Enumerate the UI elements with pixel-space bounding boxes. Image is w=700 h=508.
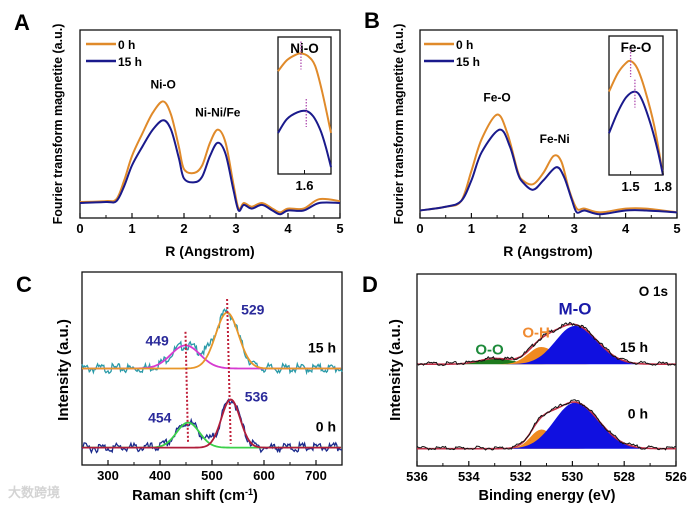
panel-c-ylabel: Intensity (a.u.) bbox=[55, 319, 72, 421]
panel-d-spectrum-label: 0 h bbox=[628, 406, 648, 422]
panel-a-series-0h bbox=[79, 100, 341, 214]
panel-c-spectrum-label: 0 h bbox=[316, 419, 336, 435]
panel-d-component-label: O-H bbox=[522, 324, 550, 341]
panel-c-data-15h bbox=[81, 308, 343, 376]
panel-b-inset-series bbox=[608, 59, 664, 176]
panel-b-inset-frame bbox=[608, 35, 664, 176]
panel-d-spectrum-label: 15 h bbox=[620, 339, 648, 355]
panel-b-inset-tick-label: 1.5 bbox=[622, 179, 640, 194]
panel-c-xlabel-sup: -1 bbox=[245, 487, 253, 497]
panel-d-xlabel: Binding energy (eV) bbox=[479, 488, 616, 504]
panel-d-x-tick-label: 536 bbox=[406, 469, 428, 484]
panel-b-peak-label: Fe-O bbox=[483, 90, 510, 104]
panel-c-x-tick-label: 300 bbox=[97, 468, 119, 483]
panel-a-inset-frame bbox=[277, 36, 332, 175]
panel-a-peak-label: Ni-O bbox=[151, 77, 176, 91]
panel-d-title: O 1s bbox=[639, 284, 668, 299]
panel-c-xlabel-main: Raman shift (cm bbox=[132, 488, 245, 504]
plots: 0 1 2 3 4 5 0 h 15 h Ni-O Ni-Ni/Fe Ni-O 1.6 0 1 2 3 4 5 0 … bbox=[76, 29, 687, 484]
panel-a-peak-label: Ni-Ni/Fe bbox=[195, 105, 241, 119]
panel-a-x-tick-label: 5 bbox=[336, 221, 343, 236]
panel-a-inset-series bbox=[277, 52, 332, 134]
panel-label-a: A bbox=[14, 10, 30, 35]
panel-b-inset-tick-label: 1.8 bbox=[654, 179, 672, 194]
panel-c-fit-peak bbox=[82, 398, 341, 449]
panel-b-x-tick-label: 4 bbox=[622, 221, 630, 236]
panel-b-x-tick-label: 1 bbox=[468, 221, 475, 236]
panel-d-component-o-o bbox=[417, 358, 676, 365]
panel-b-x-tick-label: 2 bbox=[519, 221, 526, 236]
panel-label-c: C bbox=[16, 272, 32, 297]
panel-b-series-15h bbox=[419, 128, 678, 216]
panel-d-x-tick-label: 534 bbox=[458, 469, 480, 484]
panel-c-xlabel-end: ) bbox=[253, 488, 258, 504]
panel-d-x-tick-label: 526 bbox=[665, 469, 687, 484]
panel-c-peak-shift-guide bbox=[184, 331, 190, 444]
panel-b-legend-label: 0 h bbox=[456, 38, 473, 52]
panel-a-series-15h bbox=[79, 119, 341, 216]
panel-b-x-tick-label: 5 bbox=[673, 221, 680, 236]
panel-a-ylabel: Fourier transform magnetite (a.u.) bbox=[51, 24, 65, 225]
panel-b-x-tick-label: 3 bbox=[571, 221, 578, 236]
panel-a-legend-label: 0 h bbox=[118, 38, 135, 52]
panel-a-inset-series bbox=[277, 109, 332, 168]
panel-b-peak-label: Fe-Ni bbox=[540, 132, 570, 146]
panel-c-x-tick-label: 400 bbox=[149, 468, 171, 483]
panel-c-fit-peak bbox=[82, 311, 341, 370]
panel-d-data-0h bbox=[416, 399, 677, 451]
panel-a-x-tick-label: 0 bbox=[76, 221, 83, 236]
panel-c-peak-label: 449 bbox=[145, 332, 169, 348]
panel-a-x-tick-label: 4 bbox=[284, 221, 292, 236]
panel-d-x-tick-label: 528 bbox=[613, 469, 635, 484]
watermark: 大数跨境 bbox=[8, 485, 60, 500]
panel-d-component-label: O-O bbox=[475, 342, 504, 359]
panel-a-xlabel: R (Angstrom) bbox=[165, 243, 254, 259]
panel-d-x-tick-label: 532 bbox=[510, 469, 532, 484]
panel-a-legend-label: 15 h bbox=[118, 55, 142, 69]
panel-a-x-tick-label: 1 bbox=[128, 221, 135, 236]
panel-c-peak-shift-guide bbox=[226, 298, 232, 444]
panel-c-peak-label: 454 bbox=[148, 410, 172, 426]
panel-d-component-label: M-O bbox=[558, 299, 591, 318]
panel-b-inset-title: Fe-O bbox=[621, 40, 652, 55]
panel-c-x-tick-label: 500 bbox=[201, 468, 223, 483]
panel-d-data-15h bbox=[416, 321, 677, 367]
panel-c-x-tick-label: 600 bbox=[253, 468, 275, 483]
panel-a-inset-tick-label: 1.6 bbox=[295, 178, 313, 193]
panel-b-legend-label: 15 h bbox=[456, 55, 480, 69]
panel-c-xlabel: Raman shift (cm-1) bbox=[132, 487, 258, 504]
panel-c-x-tick-label: 700 bbox=[305, 468, 327, 483]
panel-b-ylabel: Fourier transform magnetite (a.u.) bbox=[392, 24, 406, 225]
panel-c-spectrum-label: 15 h bbox=[308, 340, 336, 356]
panel-a-inset-title: Ni-O bbox=[290, 41, 319, 56]
panel-d-x-tick-label: 530 bbox=[562, 469, 584, 484]
panel-d-component-m-o bbox=[417, 402, 676, 449]
panel-label-b: B bbox=[364, 8, 380, 33]
panel-label-d: D bbox=[362, 272, 378, 297]
panel-a-x-tick-label: 2 bbox=[180, 221, 187, 236]
panel-b-xlabel: R (Angstrom) bbox=[503, 243, 592, 259]
panel-c-peak-label: 529 bbox=[241, 302, 265, 318]
panel-b-series-0h bbox=[419, 113, 678, 214]
panel-c-peak-label: 536 bbox=[245, 388, 269, 404]
panel-a-x-tick-label: 3 bbox=[232, 221, 239, 236]
panel-b-x-tick-label: 0 bbox=[416, 221, 423, 236]
panel-d-ylabel: Intensity (a.u.) bbox=[387, 319, 404, 421]
panel-b-inset-series bbox=[608, 90, 664, 176]
